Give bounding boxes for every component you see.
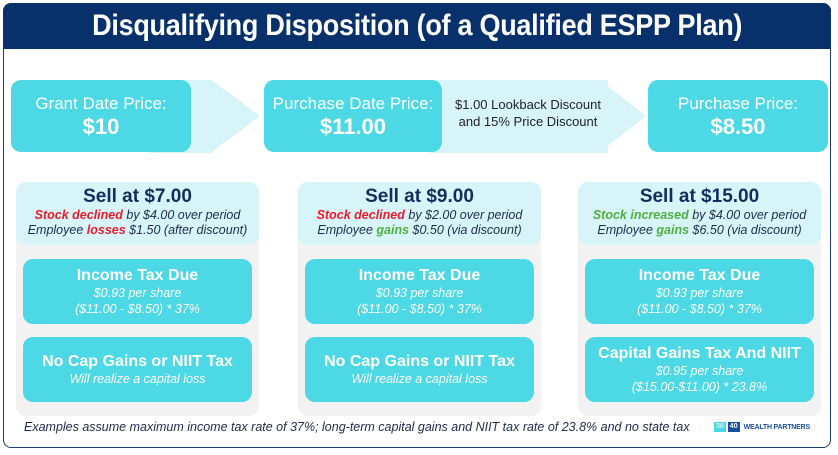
scenario-sell-15: Sell at $15.00 Stock increased by $4.00 … xyxy=(578,182,821,416)
employee-result-text: $6.50 (via discount) xyxy=(689,223,802,237)
discount-note-line1: $1.00 Lookback Discount xyxy=(455,97,601,112)
stock-change-highlight: Stock increased xyxy=(592,208,689,222)
purchase-date-price-label: Purchase Date Price: xyxy=(272,93,434,113)
purchase-date-price-box: Purchase Date Price: $11.00 xyxy=(264,80,442,152)
tax-box-formula: ($11.00 - $8.50) * 37% xyxy=(75,302,200,316)
employee-result-text: $0.50 (via discount) xyxy=(409,223,522,237)
logo-number-2: 40 xyxy=(727,422,740,432)
income-tax-box: Income Tax Due $0.93 per share ($11.00 -… xyxy=(305,259,534,324)
grant-date-price-label: Grant Date Price: xyxy=(35,93,167,113)
tax-box-title: No Cap Gains or NIIT Tax xyxy=(42,353,233,370)
tax-box-title: Income Tax Due xyxy=(638,267,761,284)
employee-prefix: Employee xyxy=(317,223,377,237)
scenario-sell-7: Sell at $7.00 Stock declined by $4.00 ov… xyxy=(16,182,259,416)
arrow-right-icon xyxy=(212,80,260,152)
employee-prefix: Employee xyxy=(597,223,657,237)
grant-date-price-value: $10 xyxy=(82,113,120,139)
scenario-header: Sell at $9.00 Stock declined by $2.00 ov… xyxy=(298,182,541,245)
purchase-price-box: Purchase Price: $8.50 xyxy=(648,80,828,152)
title-banner: Disqualifying Disposition (of a Qualifie… xyxy=(3,3,831,49)
tax-box-formula: ($11.00 - $8.50) * 37% xyxy=(357,302,482,316)
employee-result-line: Employee losses $1.50 (after discount) xyxy=(16,223,259,238)
logo-number-1: 30 xyxy=(714,422,726,432)
tax-box-note: Will realize a capital loss xyxy=(351,372,488,386)
tax-box-amount: $0.93 per share xyxy=(375,286,464,300)
tax-box-title: Income Tax Due xyxy=(76,267,199,284)
income-tax-box: Income Tax Due $0.93 per share ($11.00 -… xyxy=(23,259,252,324)
tax-box-title: Income Tax Due xyxy=(358,267,481,284)
tax-box-amount: $0.93 per share xyxy=(93,286,182,300)
page-title: Disqualifying Disposition (of a Qualifie… xyxy=(91,9,743,42)
scenario-title: Sell at $9.00 xyxy=(365,186,474,207)
employee-prefix: Employee xyxy=(27,223,87,237)
tax-box-note: Will realize a capital loss xyxy=(69,372,206,386)
stock-change-text: by $4.00 over period xyxy=(688,208,807,222)
tax-box-title: Capital Gains Tax And NIIT xyxy=(598,345,801,362)
employee-result-text: $1.50 (after discount) xyxy=(125,223,248,237)
employee-result-highlight: gains xyxy=(376,223,410,237)
logo-text: WEALTH PARTNERS xyxy=(743,423,811,431)
stock-change-text: by $4.00 over period xyxy=(122,208,241,222)
discount-note: $1.00 Lookback Discount and 15% Price Di… xyxy=(448,96,608,130)
purchase-price-label: Purchase Price: xyxy=(678,93,798,113)
stock-change-line: Stock increased by $4.00 over period xyxy=(578,208,821,223)
tax-box-formula: ($15.00-$11.00) * 23.8% xyxy=(631,380,768,394)
stock-change-line: Stock declined by $4.00 over period xyxy=(16,208,259,223)
capital-gains-box: No Cap Gains or NIIT Tax Will realize a … xyxy=(23,337,252,402)
grant-date-price-box: Grant Date Price: $10 xyxy=(11,80,191,152)
employee-result-line: Employee gains $6.50 (via discount) xyxy=(578,223,821,238)
scenario-sell-9: Sell at $9.00 Stock declined by $2.00 ov… xyxy=(298,182,541,416)
scenario-title: Sell at $15.00 xyxy=(639,186,760,207)
tax-box-title: No Cap Gains or NIIT Tax xyxy=(324,353,515,370)
purchase-date-price-value: $11.00 xyxy=(319,113,387,139)
footnote: Examples assume maximum income tax rate … xyxy=(24,420,690,434)
employee-result-highlight: losses xyxy=(86,223,126,237)
employee-result-line: Employee gains $0.50 (via discount) xyxy=(298,223,541,238)
income-tax-box: Income Tax Due $0.93 per share ($11.00 -… xyxy=(585,259,814,324)
capital-gains-box: Capital Gains Tax And NIIT $0.95 per sha… xyxy=(585,337,814,402)
company-logo: 30 40 WEALTH PARTNERS xyxy=(714,422,810,432)
stock-change-highlight: Stock declined xyxy=(34,208,123,222)
scenario-title: Sell at $7.00 xyxy=(83,186,192,207)
arrow-right-icon xyxy=(600,80,646,152)
capital-gains-box: No Cap Gains or NIIT Tax Will realize a … xyxy=(305,337,534,402)
flow-arrow-2 xyxy=(430,80,608,153)
stock-change-highlight: Stock declined xyxy=(316,208,405,222)
tax-box-amount: $0.93 per share xyxy=(655,286,744,300)
employee-result-highlight: gains xyxy=(656,223,690,237)
tax-box-amount: $0.95 per share xyxy=(655,364,744,378)
purchase-price-value: $8.50 xyxy=(710,113,766,139)
scenario-header: Sell at $15.00 Stock increased by $4.00 … xyxy=(578,182,821,245)
stock-change-line: Stock declined by $2.00 over period xyxy=(298,208,541,223)
stock-change-text: by $2.00 over period xyxy=(404,208,523,222)
tax-box-formula: ($11.00 - $8.50) * 37% xyxy=(637,302,762,316)
discount-note-line2: and 15% Price Discount xyxy=(458,114,598,129)
scenario-header: Sell at $7.00 Stock declined by $4.00 ov… xyxy=(16,182,259,245)
